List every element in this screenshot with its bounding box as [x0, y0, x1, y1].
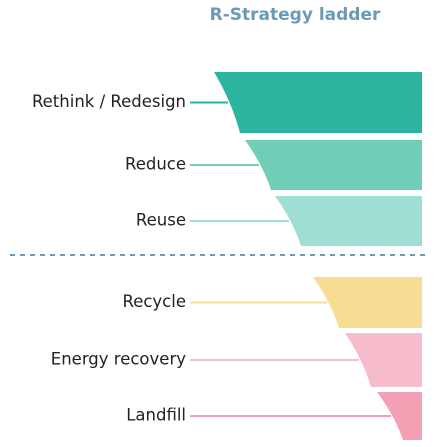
- step-label: Recycle: [122, 292, 186, 311]
- ladder-step: [345, 333, 422, 387]
- title: R-Strategy ladder: [210, 5, 381, 25]
- ladder-step: [275, 196, 422, 246]
- ladder-step: [377, 392, 422, 440]
- ladder-step: [245, 140, 422, 190]
- step-label: Landfill: [126, 406, 186, 425]
- step-label: Reuse: [136, 211, 186, 230]
- ladder-step: [313, 277, 422, 328]
- step-label: Rethink / Redesign: [32, 92, 186, 111]
- step-label: Energy recovery: [51, 350, 186, 369]
- ladder-step: [214, 72, 422, 133]
- step-label: Reduce: [125, 155, 186, 174]
